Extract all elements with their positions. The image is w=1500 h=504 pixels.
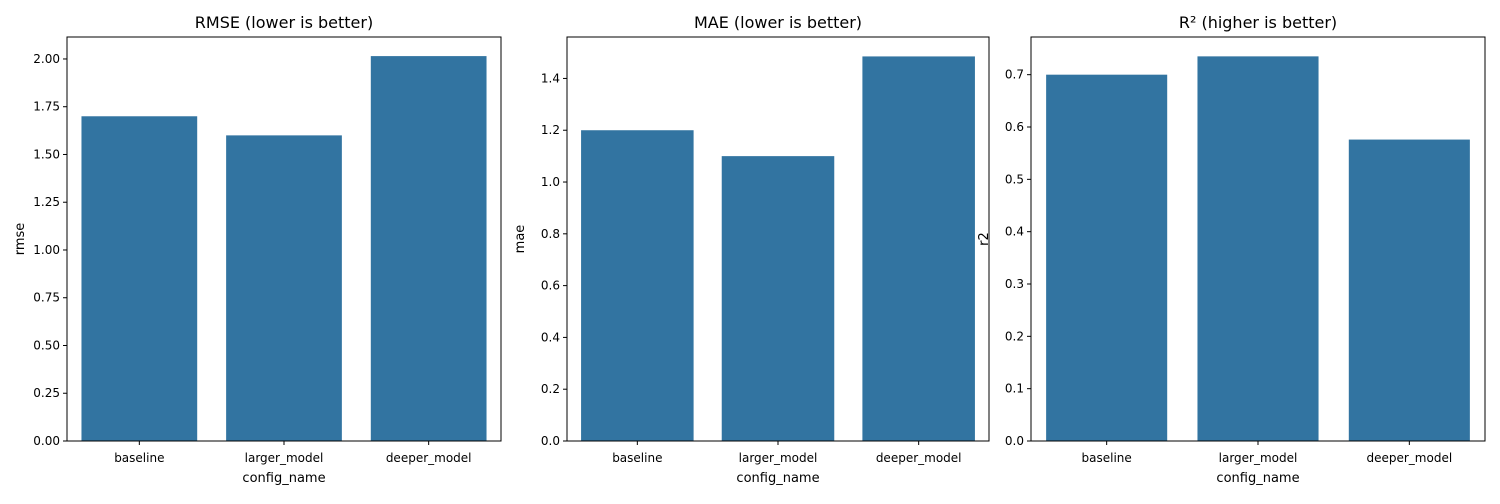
y-tick-label: 1.4 [541,71,560,85]
y-tick-label: 0.4 [1005,225,1024,239]
bar-deeper_model [1348,139,1470,441]
chart-title: R² (higher is better) [1179,13,1337,32]
y-tick-label: 0.2 [541,382,560,396]
y-tick-label: 1.00 [33,243,60,257]
x-tick-label: deeper_model [386,451,472,465]
bar-baseline [1046,74,1168,442]
y-tick-label: 1.0 [541,175,560,189]
y-tick-label: 0.8 [541,227,560,241]
y-axis-label: mae [513,225,528,254]
x-tick-label: baseline [114,451,164,465]
y-tick-label: 1.50 [33,147,60,161]
y-tick-label: 0.50 [33,338,60,352]
y-tick-label: 1.2 [541,123,560,137]
x-axis-label: config_name [242,471,325,486]
subplot-2: 0.0 0.2 0.4 0.6 0.8 1.0 1.2 1.4 baseline larger_m… [513,13,990,486]
y-tick-label: 0.6 [1005,120,1024,134]
subplot-3: 0.0 0.1 0.2 0.3 0.4 0.5 0.6 0.7 baseline larger_m… [977,13,1486,486]
bar-larger_model [721,156,835,441]
y-tick-label: 0.4 [541,330,560,344]
y-tick-label: 1.25 [33,195,60,209]
x-tick-label: deeper_model [876,451,962,465]
x-tick-label: baseline [1082,451,1132,465]
y-tick-label: 0.1 [1005,382,1024,396]
x-tick-label: deeper_model [1366,451,1452,465]
y-tick-label: 0.25 [33,386,60,400]
y-tick-label: 0.6 [541,279,560,293]
x-tick-label: larger_model [739,451,818,465]
y-tick-label: 0.7 [1005,68,1024,82]
x-tick-label: larger_model [245,451,324,465]
bar-deeper_model [370,56,487,441]
bar-larger_model [1197,56,1319,442]
x-tick-label: larger_model [1219,451,1298,465]
x-axis-label: config_name [1216,471,1299,486]
subplot-1: 0.00 0.25 0.50 0.75 1.00 1.25 1.50 1.75 2.00 base… [13,13,502,486]
y-tick-label: 0.75 [33,291,60,305]
y-axis-label: r2 [977,232,992,246]
bar-larger_model [226,135,342,441]
chart-title: RMSE (lower is better) [195,13,373,32]
y-tick-label: 0.3 [1005,277,1024,291]
y-tick-label: 0.0 [541,434,560,448]
chart-title: MAE (lower is better) [694,13,862,32]
y-axis-label: rmse [13,223,28,256]
y-tick-label: 0.0 [1005,434,1024,448]
y-tick-label: 0.00 [33,434,60,448]
y-tick-label: 0.5 [1005,172,1024,186]
y-tick-label: 0.2 [1005,329,1024,343]
y-tick-label: 1.75 [33,100,60,114]
bar-baseline [581,130,694,442]
bar-baseline [81,116,198,442]
y-tick-label: 2.00 [33,52,60,66]
x-axis-label: config_name [736,471,819,486]
x-tick-label: baseline [612,451,662,465]
bar-deeper_model [862,56,975,442]
